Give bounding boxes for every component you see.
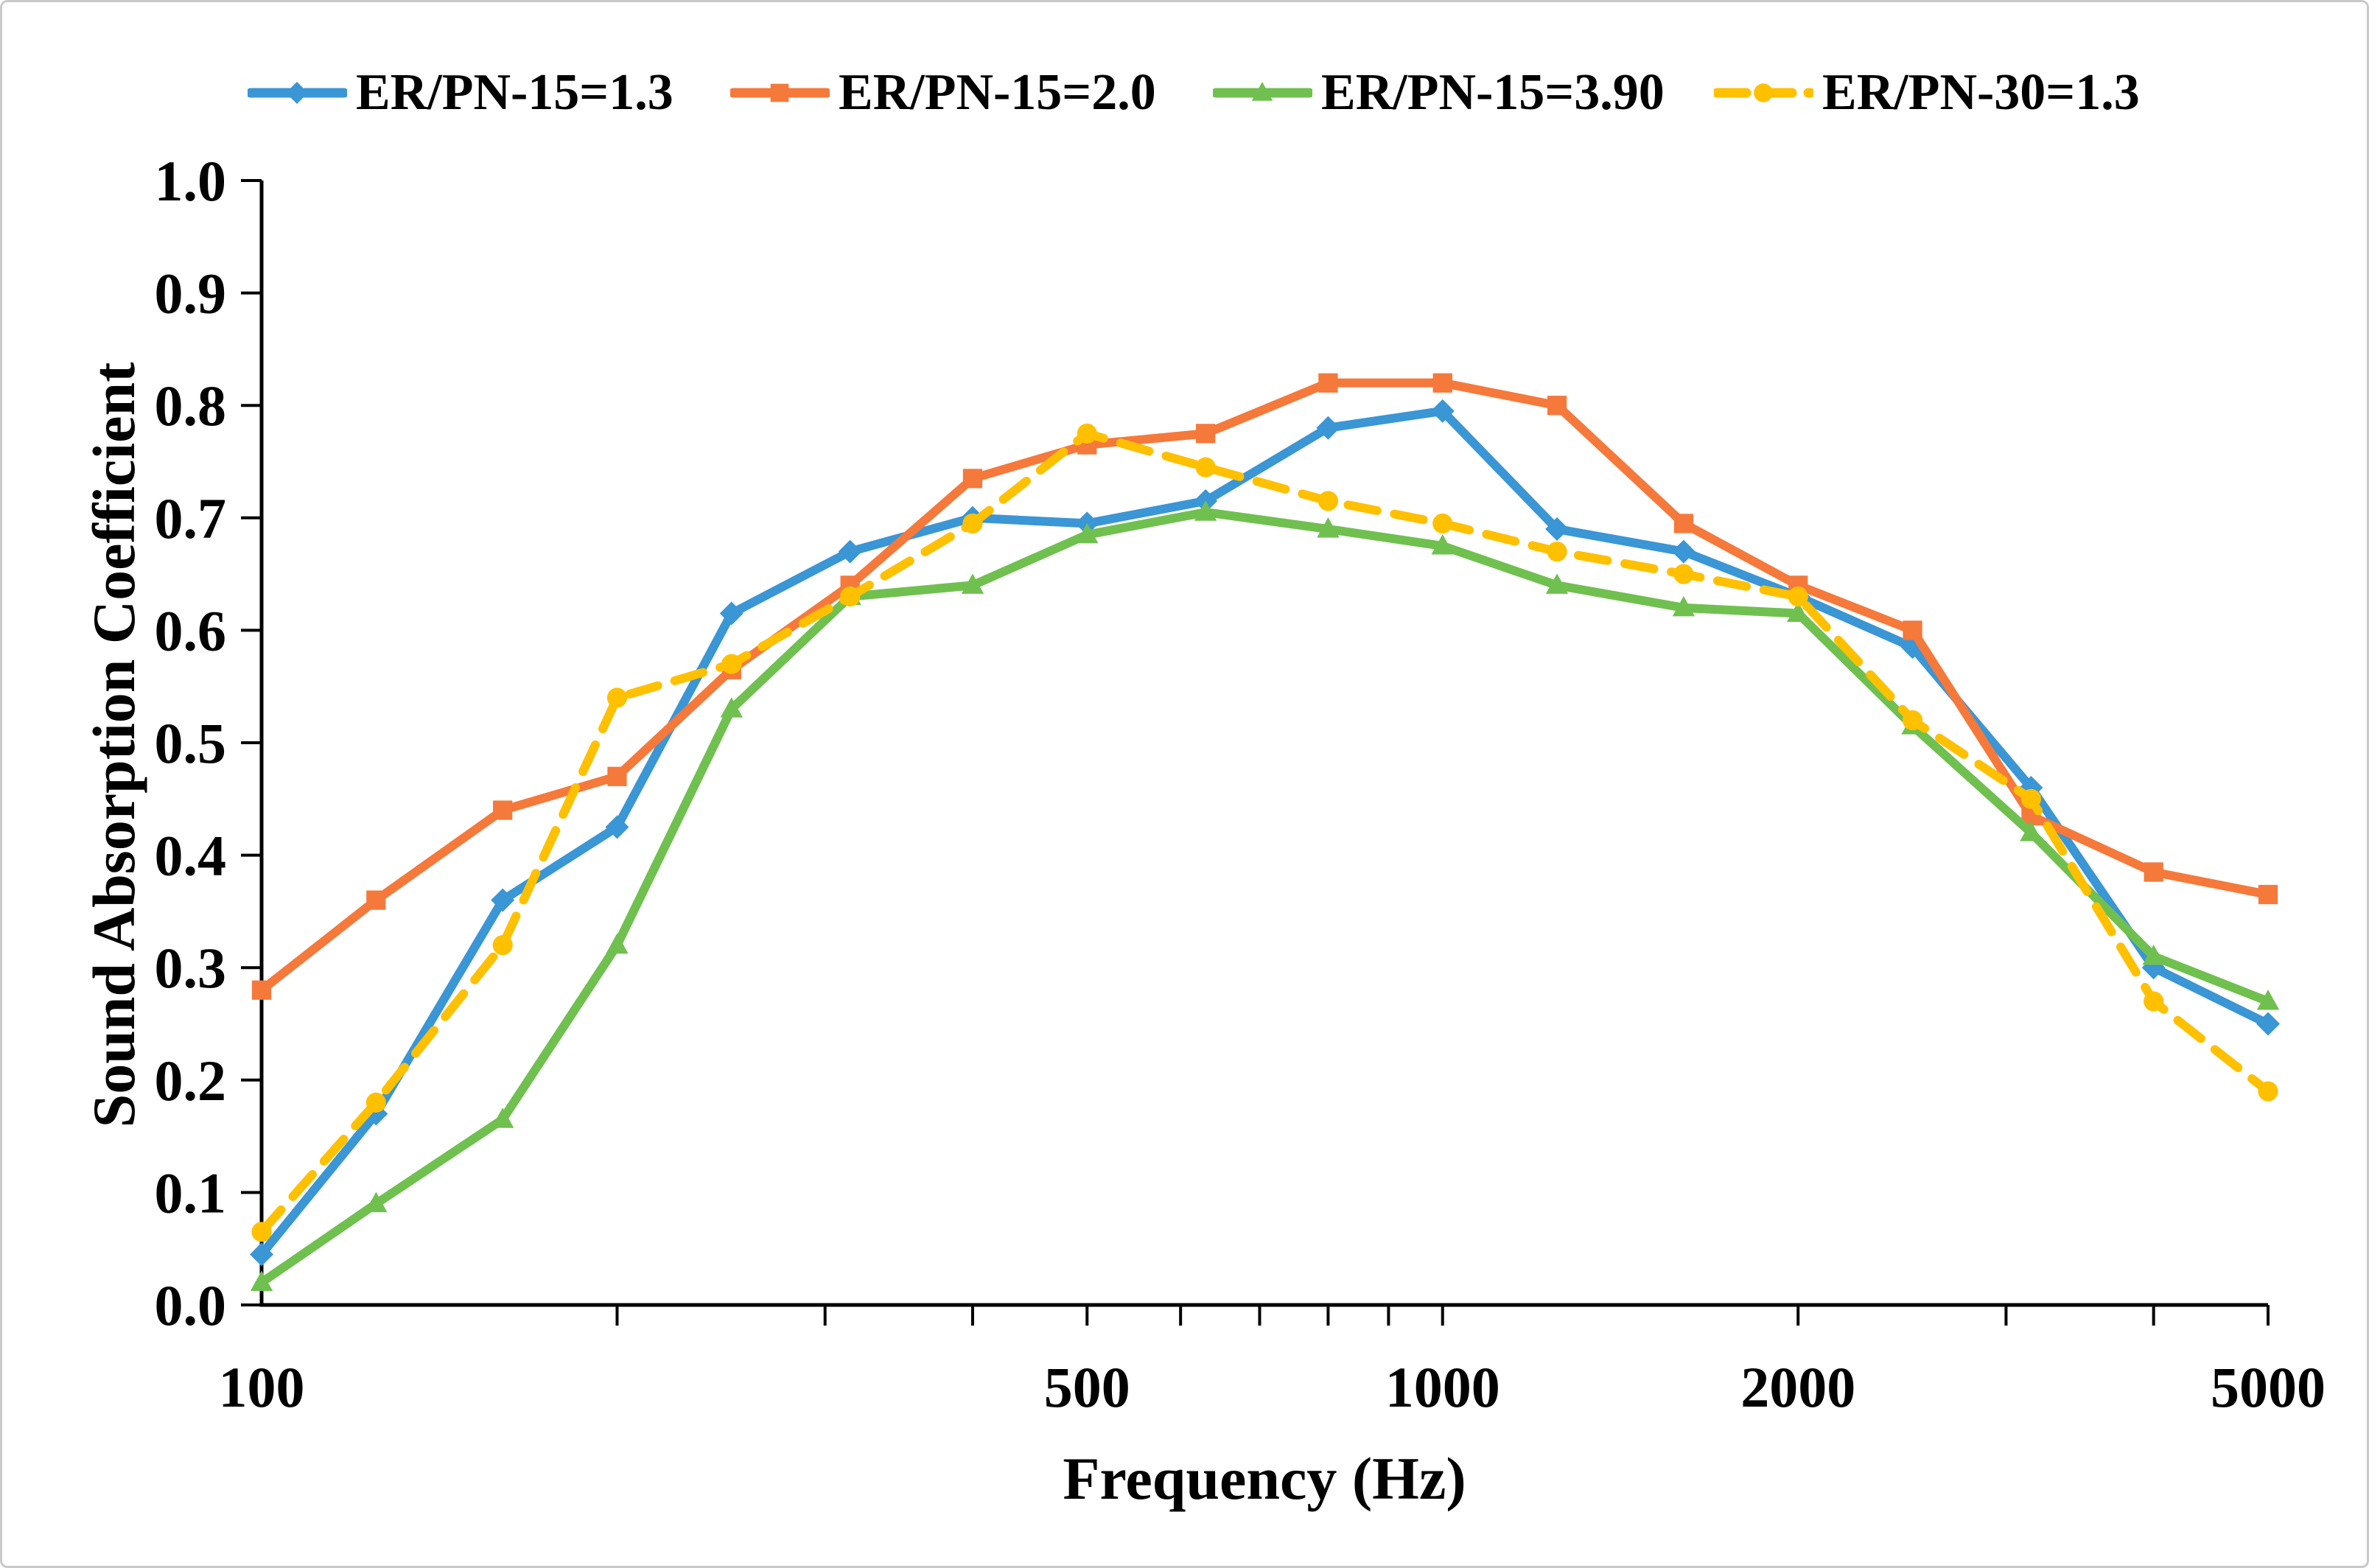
y-tick-label: 1.0 xyxy=(155,149,227,213)
legend-item-ER/PN-30=1.3: ER/PN-30=1.3 xyxy=(1714,60,2140,126)
legend-swatch-dashed-line xyxy=(1714,83,1813,102)
chart-legend: ER/PN-15=1.3 ER/PN-15=2.0 ER/PN-15=3.90 ER/… xyxy=(2,2,2367,135)
legend-swatch-solid-line xyxy=(248,82,347,104)
y-tick-label: 0.4 xyxy=(155,824,227,888)
x-tick-label: 1000 xyxy=(1385,1355,1500,1419)
legend-item-ER/PN-15=3.90: ER/PN-15=3.90 xyxy=(1213,60,1665,126)
x-axis-title: Frequency (Hz) xyxy=(1063,1445,1466,1512)
legend-item-ER/PN-15=1.3: ER/PN-15=1.3 xyxy=(248,60,673,126)
x-tick-label: 5000 xyxy=(2211,1355,2326,1419)
y-tick-label: 0.2 xyxy=(155,1049,227,1113)
x-axis-ticks: 100 500 1000 2000 5000 xyxy=(219,1305,2326,1419)
legend-label: ER/PN-30=1.3 xyxy=(1822,64,2140,121)
y-tick-label: 0.0 xyxy=(155,1273,227,1337)
y-tick-label: 0.3 xyxy=(155,936,227,1000)
legend-label: ER/PN-15=3.90 xyxy=(1321,64,1665,121)
y-axis-ticks: 0.0 0.1 0.2 0.3 0.4 0.5 0.6 0.7 0.8 0.9 1.0 xyxy=(155,149,262,1337)
y-tick-label: 0.1 xyxy=(155,1161,227,1225)
legend-swatch-solid-line xyxy=(730,83,830,102)
x-tick-label: 500 xyxy=(1044,1355,1130,1419)
x-tick-label: 2000 xyxy=(1740,1355,1855,1419)
axes xyxy=(259,181,2268,1307)
series-ER/PN-30=1.3 xyxy=(251,423,2278,1242)
y-tick-label: 0.8 xyxy=(155,374,227,438)
y-axis-title: Sound Absorption Coefficient xyxy=(80,362,147,1128)
legend-item-ER/PN-15=2.0: ER/PN-15=2.0 xyxy=(730,60,1156,126)
x-tick-label: 100 xyxy=(219,1355,305,1419)
series-ER/PN-15=2.0 xyxy=(251,373,2278,1000)
legend-label: ER/PN-15=1.3 xyxy=(356,64,673,121)
y-tick-label: 0.6 xyxy=(155,598,227,662)
y-tick-label: 0.9 xyxy=(155,262,227,326)
y-tick-label: 0.5 xyxy=(155,711,227,775)
series-ER/PN-15=3.90 xyxy=(250,500,2280,1291)
y-tick-label: 0.7 xyxy=(155,486,227,550)
legend-swatch-solid-line xyxy=(1213,82,1312,101)
legend-label: ER/PN-15=2.0 xyxy=(839,64,1156,121)
